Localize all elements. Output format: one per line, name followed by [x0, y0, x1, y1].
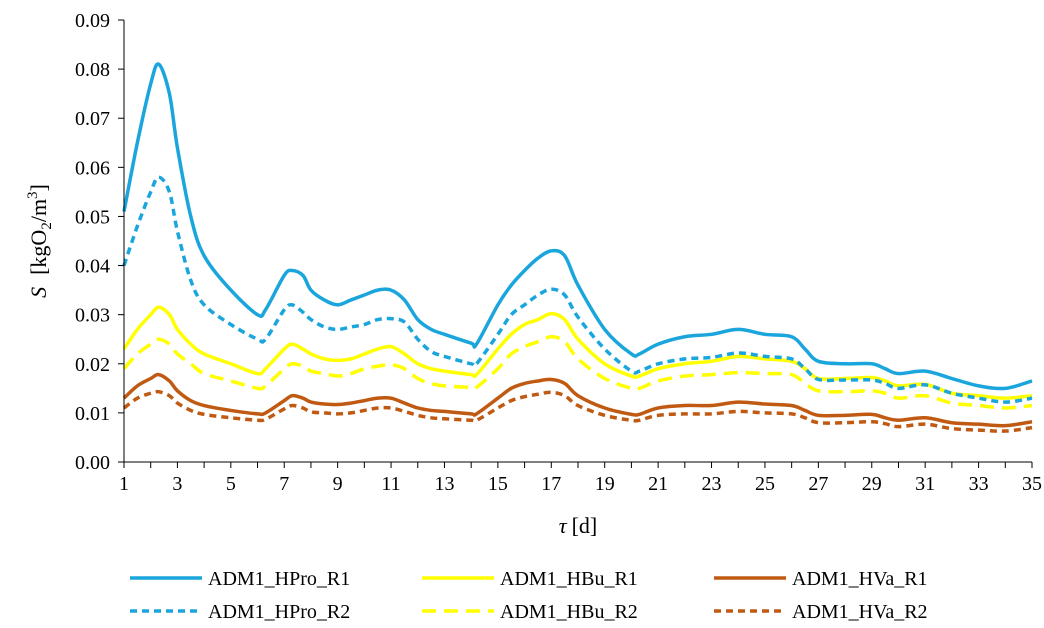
x-tick-label: 19: [595, 473, 615, 495]
x-tick-label: 35: [1022, 473, 1042, 495]
y-tick-label: 0.08: [75, 59, 110, 81]
y-axis-unit-pre: [kgO: [26, 230, 51, 275]
y-tick-label: 0.03: [75, 305, 110, 327]
y-ticks: 0.00 0.01 0.02 0.03 0.04 0.05 0.06 0.07 0.08 0.09: [75, 10, 124, 474]
y-axis-unit-post: ]: [26, 184, 51, 191]
x-tick-label: 3: [172, 473, 182, 495]
x-tick-label: 33: [969, 473, 989, 495]
x-tick-label: 11: [381, 473, 400, 495]
series-line-adm1-hbu-r2: [122, 335, 1033, 410]
legend-label: ADM1_HVa_R2: [792, 601, 928, 623]
plot-area: 0.00 0.01 0.02 0.03 0.04 0.05 0.06 0.07 0.08 0.09…: [75, 10, 1042, 495]
x-ticks: 1 3 5 7 9 11 13 15 17 19 21 23 25 27 29 31 33 35: [119, 462, 1042, 495]
y-tick-label: 0.06: [75, 157, 110, 179]
y-tick-label: 0.02: [75, 354, 110, 376]
legend-label: ADM1_HBu_R2: [500, 601, 638, 623]
x-tick-label: 5: [226, 473, 236, 495]
series-layer: [122, 62, 1033, 433]
x-axis-title: τ [d]: [559, 513, 598, 538]
legend-label: ADM1_HPro_R2: [208, 601, 350, 623]
series-line-adm1-hpro-r1: [122, 62, 1033, 391]
x-tick-label: 9: [333, 473, 343, 495]
legend-label: ADM1_HBu_R1: [500, 568, 638, 590]
x-tick-label: 27: [808, 473, 828, 495]
y-tick-label: 0.00: [75, 452, 110, 474]
y-axis-unit-mid: /m: [26, 199, 51, 222]
x-tick-label: 23: [702, 473, 722, 495]
x-tick-label: 31: [915, 473, 935, 495]
x-tick-label: 1: [119, 473, 129, 495]
y-tick-label: 0.09: [75, 10, 110, 32]
legend-label: ADM1_HVa_R1: [792, 568, 928, 590]
y-axis-title: S [kgO2/m3]: [25, 184, 55, 298]
x-tick-label: 17: [541, 473, 561, 495]
y-tick-label: 0.01: [75, 403, 110, 425]
x-tick-label: 15: [488, 473, 508, 495]
series-line-adm1-hva-r1: [122, 372, 1033, 428]
y-axis-symbol: S: [26, 287, 51, 298]
y-tick-label: 0.07: [75, 108, 110, 130]
x-axis-symbol: τ: [559, 513, 568, 538]
x-tick-label: 21: [648, 473, 668, 495]
series-line-adm1-hpro-r2: [122, 175, 1033, 404]
x-tick-label: 25: [755, 473, 775, 495]
y-axis-unit-sub: 2: [39, 222, 55, 230]
y-axis-unit-sup: 3: [25, 191, 41, 199]
x-tick-label: 29: [862, 473, 882, 495]
legend: ADM1_HPro_R1 ADM1_HBu_R1 ADM1_HVa_R1 ADM1_H…: [130, 568, 928, 623]
x-tick-label: 7: [279, 473, 289, 495]
x-tick-label: 13: [434, 473, 454, 495]
x-axis-unit: [d]: [572, 513, 598, 538]
series-line-adm1-hbu-r1: [122, 305, 1033, 400]
y-tick-label: 0.05: [75, 206, 110, 228]
legend-label: ADM1_HPro_R1: [208, 568, 350, 590]
y-tick-label: 0.04: [75, 256, 110, 278]
